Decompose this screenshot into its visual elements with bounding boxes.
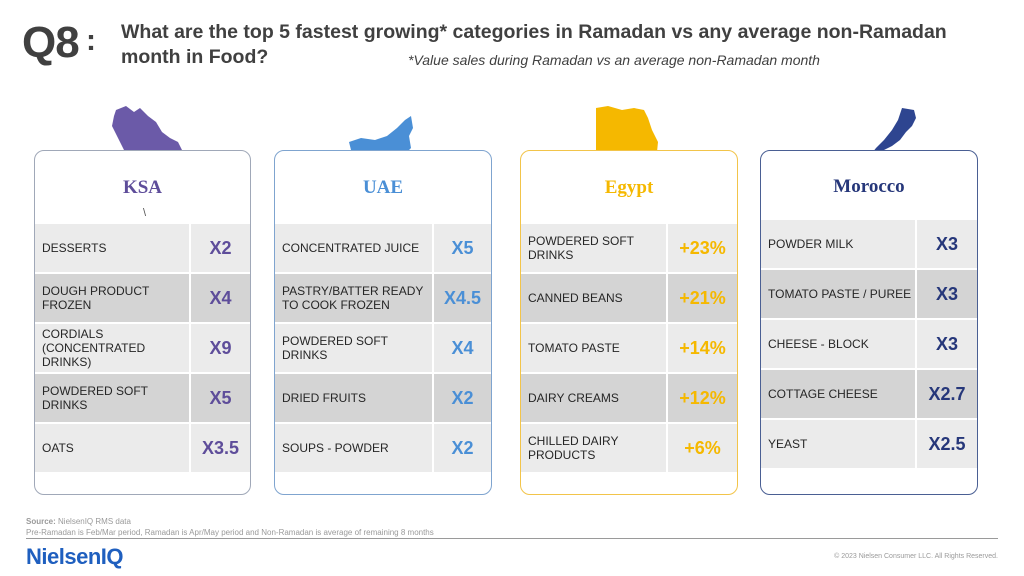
- growth-value: X2: [189, 224, 250, 272]
- table-row: YEAST X2.5: [761, 420, 977, 468]
- table-row: POWDERED SOFT DRINKS X4: [275, 324, 491, 372]
- question-number: Q8: [22, 18, 80, 67]
- growth-value: X3.5: [189, 424, 250, 472]
- category-label: POWDER MILK: [761, 220, 915, 268]
- growth-value: +23%: [666, 224, 737, 272]
- category-label: YEAST: [761, 420, 915, 468]
- growth-value: X9: [189, 324, 250, 372]
- category-label: SOUPS - POWDER: [275, 424, 432, 472]
- table-row: POWDERED SOFT DRINKS X5: [35, 374, 250, 422]
- country-title-egypt: Egypt: [604, 177, 654, 198]
- category-label: TOMATO PASTE / PUREE: [761, 270, 915, 318]
- country-title-uae: UAE: [362, 177, 404, 198]
- table-row: DAIRY CREAMS +12%: [521, 374, 737, 422]
- table-row: SOUPS - POWDER X2: [275, 424, 491, 472]
- table-row: POWDER MILK X3: [761, 220, 977, 268]
- egypt-card: Egypt POWDERED SOFT DRINKS +23% CANNED B…: [520, 150, 738, 495]
- table-row: PASTRY/BATTER READY TO COOK FROZEN X4.5: [275, 274, 491, 322]
- growth-value: X5: [432, 224, 491, 272]
- growth-value: X4: [432, 324, 491, 372]
- nielseniq-logo: NielsenIQ: [26, 544, 123, 569]
- growth-value: X4: [189, 274, 250, 322]
- growth-value: +14%: [666, 324, 737, 372]
- table-row: CHEESE - BLOCK X3: [761, 320, 977, 368]
- growth-value: X2: [432, 424, 491, 472]
- table-row: POWDERED SOFT DRINKS +23%: [521, 224, 737, 272]
- category-label: CONCENTRATED JUICE: [275, 224, 432, 272]
- category-label: TOMATO PASTE: [521, 324, 666, 372]
- country-title-ksa: KSA: [122, 177, 163, 198]
- category-label: POWDERED SOFT DRINKS: [35, 374, 189, 422]
- question-colon: :: [86, 24, 96, 57]
- table-row: COTTAGE CHEESE X2.7: [761, 370, 977, 418]
- table-row: DRIED FRUITS X2: [275, 374, 491, 422]
- growth-value: X2.7: [915, 370, 977, 418]
- category-label: OATS: [35, 424, 189, 472]
- period-note: Pre-Ramadan is Feb/Mar period, Ramadan i…: [26, 528, 434, 537]
- footer-divider: [26, 538, 998, 539]
- country-title-morocco: Morocco: [833, 176, 905, 197]
- egypt-map-icon: [596, 106, 658, 162]
- category-label: CHEESE - BLOCK: [761, 320, 915, 368]
- table-row: CANNED BEANS +21%: [521, 274, 737, 322]
- growth-value: +6%: [666, 424, 737, 472]
- source-text: NielsenIQ RMS data: [58, 517, 131, 526]
- category-label: CANNED BEANS: [521, 274, 666, 322]
- table-row: OATS X3.5: [35, 424, 250, 472]
- growth-value: X3: [915, 320, 977, 368]
- table-row: DOUGH PRODUCT FROZEN X4: [35, 274, 250, 322]
- category-label: DESSERTS: [35, 224, 189, 272]
- ksa-card: KSA \ DESSERTS X2 DOUGH PRODUCT FROZEN X…: [34, 150, 251, 495]
- copyright-text: © 2023 Nielsen Consumer LLC. All Rights …: [834, 553, 998, 560]
- growth-value: X5: [189, 374, 250, 422]
- category-label: CORDIALS (CONCENTRATED DRINKS): [35, 324, 189, 372]
- category-label: PASTRY/BATTER READY TO COOK FROZEN: [275, 274, 432, 322]
- source-line: Source: NielsenIQ RMS data: [26, 517, 131, 526]
- growth-value: X2: [432, 374, 491, 422]
- category-label: DOUGH PRODUCT FROZEN: [35, 274, 189, 322]
- category-label: DRIED FRUITS: [275, 374, 432, 422]
- category-label: DAIRY CREAMS: [521, 374, 666, 422]
- table-row: CHILLED DAIRY PRODUCTS +6%: [521, 424, 737, 472]
- growth-value: X2.5: [915, 420, 977, 468]
- stray-mark: \: [143, 207, 147, 219]
- category-label: POWDERED SOFT DRINKS: [275, 324, 432, 372]
- morocco-card: Morocco POWDER MILK X3 TOMATO PASTE / PU…: [760, 150, 978, 495]
- table-row: CONCENTRATED JUICE X5: [275, 224, 491, 272]
- category-label: CHILLED DAIRY PRODUCTS: [521, 424, 666, 472]
- table-row: DESSERTS X2: [35, 224, 250, 272]
- growth-value: +12%: [666, 374, 737, 422]
- page-title: What are the top 5 fastest growing* cate…: [121, 21, 947, 68]
- growth-value: X4.5: [432, 274, 491, 322]
- growth-value: X3: [915, 220, 977, 268]
- table-row: CORDIALS (CONCENTRATED DRINKS) X9: [35, 324, 250, 372]
- table-row: TOMATO PASTE +14%: [521, 324, 737, 372]
- page-subtitle: *Value sales during Ramadan vs an averag…: [408, 52, 820, 68]
- table-row: TOMATO PASTE / PUREE X3: [761, 270, 977, 318]
- source-label: Source:: [26, 517, 56, 526]
- uae-map-icon: [349, 116, 413, 158]
- growth-value: +21%: [666, 274, 737, 322]
- uae-card: UAE CONCENTRATED JUICE X5 PASTRY/BATTER …: [274, 150, 492, 495]
- growth-value: X3: [915, 270, 977, 318]
- category-label: POWDERED SOFT DRINKS: [521, 224, 666, 272]
- category-label: COTTAGE CHEESE: [761, 370, 915, 418]
